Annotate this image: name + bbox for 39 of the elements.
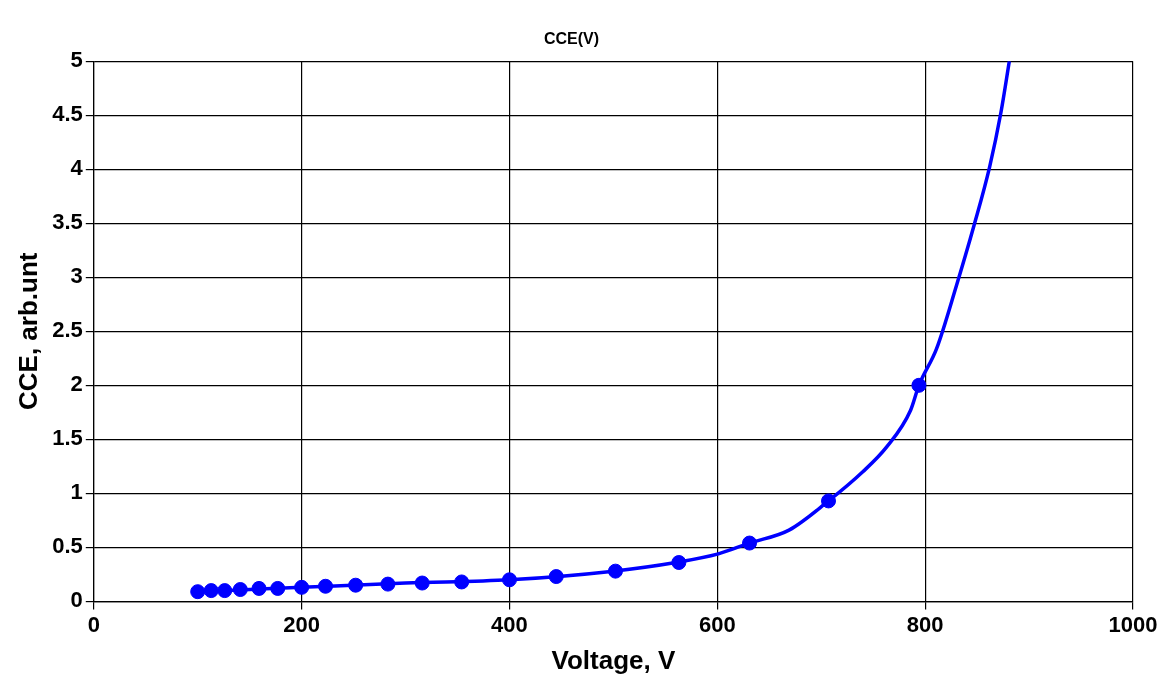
y-axis-title: CCE, arb.unt [12, 252, 43, 411]
x-axis-title: Voltage, V [551, 644, 676, 675]
y-tick-label: 2.5 [52, 317, 83, 343]
y-tick-label: 1.5 [52, 425, 83, 451]
point [607, 563, 623, 579]
point [190, 584, 206, 600]
point [821, 493, 837, 509]
x-tick-label: 0 [87, 611, 100, 637]
point [348, 577, 364, 593]
point [294, 579, 310, 595]
point [270, 580, 286, 596]
x-tick-label: 200 [283, 611, 320, 637]
x-tick-label: 400 [491, 611, 528, 637]
point [454, 574, 470, 590]
x-tick-label: 600 [698, 611, 736, 637]
y-tick-label: 1 [70, 479, 83, 505]
point [501, 572, 517, 588]
point [671, 555, 687, 571]
point [318, 578, 334, 594]
x-tick-label: 800 [906, 611, 944, 637]
point [203, 583, 219, 599]
y-tick-label: 5 [70, 47, 83, 73]
chart-title: CCE(V) [543, 30, 600, 48]
point [380, 576, 396, 592]
point [548, 569, 564, 585]
point [414, 575, 430, 591]
y-tick-label: 0.5 [52, 533, 83, 559]
y-tick-label: 3 [70, 263, 83, 289]
y-tick-label: 4 [70, 155, 84, 181]
point [217, 583, 233, 599]
y-tick-label: 4.5 [52, 101, 83, 127]
y-tick-label: 2 [70, 371, 83, 397]
point [742, 535, 758, 551]
y-tick-label: 3.5 [52, 209, 83, 235]
point [232, 582, 248, 598]
x-tick-label: 1000 [1108, 611, 1158, 637]
point [251, 580, 267, 596]
y-tick-label: 0 [70, 587, 83, 613]
point [911, 377, 927, 393]
